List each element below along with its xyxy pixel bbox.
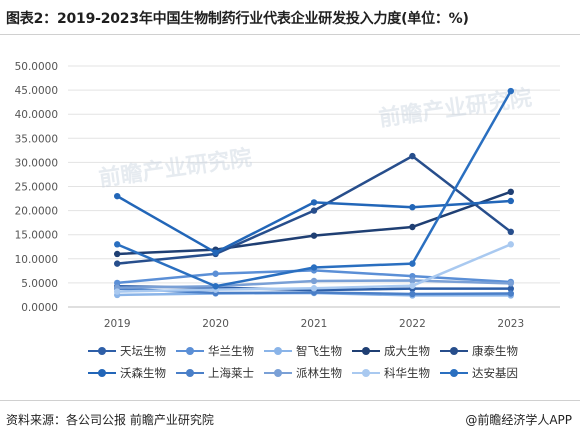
y-tick-label: 50.0000	[15, 61, 58, 73]
legend-swatch	[352, 369, 380, 377]
legend-row: 沃森生物 上海莱士 派林生物 科华生物 达安基因	[88, 362, 568, 384]
legend-swatch	[176, 347, 204, 355]
data-point	[114, 260, 121, 267]
y-tick-label: 45.0000	[15, 85, 58, 97]
legend-swatch	[88, 369, 116, 377]
series-layer	[114, 87, 514, 299]
data-point	[310, 232, 318, 239]
legend-item: 达安基因	[440, 365, 518, 381]
data-point	[507, 197, 514, 205]
x-tick-label: 2020	[202, 318, 229, 330]
x-tick-label: 2023	[497, 318, 524, 330]
legend-item: 科华生物	[352, 365, 430, 381]
legend-item: 康泰生物	[440, 343, 518, 359]
legend-label: 科华生物	[384, 366, 430, 380]
y-tick-label: 10.0000	[15, 254, 58, 266]
data-point	[114, 192, 121, 200]
legend-label: 上海莱士	[208, 366, 254, 380]
data-point	[114, 279, 121, 287]
data-point	[507, 290, 514, 297]
legend-item: 天坛生物	[88, 343, 166, 359]
data-point	[507, 87, 514, 95]
legend-label: 达安基因	[472, 366, 518, 380]
data-point	[212, 270, 219, 277]
data-point	[212, 283, 219, 290]
legend-item: 智飞生物	[264, 343, 342, 359]
data-point	[310, 277, 318, 285]
legend-item: 华兰生物	[176, 343, 254, 359]
footer-divider	[0, 400, 580, 401]
x-tick-label: 2019	[104, 318, 131, 330]
data-point	[507, 280, 514, 287]
data-point	[409, 282, 416, 289]
y-tick-label: 35.0000	[15, 133, 58, 145]
y-tick-label: 25.0000	[15, 182, 58, 194]
data-point	[507, 241, 514, 248]
data-point	[507, 228, 514, 236]
brand-credit: @前瞻经济学人APP	[465, 413, 572, 427]
y-tick-label: 30.0000	[15, 157, 58, 169]
legend-item: 沃森生物	[88, 365, 166, 381]
legend-label: 华兰生物	[208, 344, 254, 358]
legend-item: 成大生物	[352, 343, 430, 359]
source-note: 资料来源：各公司公报 前瞻产业研究院	[6, 413, 214, 427]
data-point	[310, 207, 318, 214]
y-tick-label: 40.0000	[15, 109, 58, 121]
legend-swatch	[440, 347, 468, 355]
legend-swatch	[352, 347, 380, 355]
legend-swatch	[440, 369, 468, 377]
data-point	[409, 260, 416, 267]
data-point	[310, 264, 318, 271]
data-point	[310, 199, 318, 206]
y-tick-label: 0.0000	[21, 302, 58, 314]
x-tick-label: 2021	[301, 318, 328, 330]
legend-swatch	[176, 369, 204, 377]
data-point	[409, 152, 416, 160]
legend-swatch	[264, 369, 292, 377]
data-point	[507, 188, 514, 196]
watermark: 前瞻产业研究院	[97, 145, 253, 192]
legend-label: 智飞生物	[296, 344, 342, 358]
chart-title: 图表2：2019-2023年中国生物制药行业代表企业研发投入力度(单位：%)	[6, 11, 469, 27]
data-point	[212, 249, 219, 256]
legend-item: 派林生物	[264, 365, 342, 381]
data-point	[114, 250, 121, 258]
line-chart: 前瞻产业研究院 前瞻产业研究院 0.00005.000010.000015.00…	[15, 61, 560, 330]
legend-label: 沃森生物	[120, 366, 166, 380]
data-point	[114, 288, 121, 295]
data-point	[409, 277, 416, 284]
legend-label: 派林生物	[296, 366, 342, 380]
data-point	[409, 223, 416, 231]
axis-layer: 0.0000 5.0000 10.0000 15.0000 20.0000 25.0000…	[15, 61, 560, 330]
data-point	[310, 285, 318, 292]
x-tick-label: 2022	[399, 318, 426, 330]
legend-label: 康泰生物	[472, 344, 518, 358]
y-tick-label: 20.0000	[15, 206, 58, 218]
title-divider	[0, 34, 580, 35]
legend-swatch	[264, 347, 292, 355]
data-point	[409, 290, 416, 298]
data-point	[507, 285, 514, 292]
y-tick-label: 5.0000	[21, 278, 58, 290]
data-point	[409, 204, 416, 211]
chart-legend: 天坛生物 华兰生物 智飞生物 成大生物 康泰生物 沃森生物 上海莱士 派林生物 科华生物 达安基…	[88, 340, 568, 384]
legend-swatch	[88, 347, 116, 355]
legend-row: 天坛生物 华兰生物 智飞生物 成大生物 康泰生物	[88, 340, 568, 362]
data-point	[114, 241, 121, 248]
y-tick-label: 15.0000	[15, 230, 58, 242]
legend-label: 成大生物	[384, 344, 430, 358]
legend-label: 天坛生物	[120, 344, 166, 358]
legend-item: 上海莱士	[176, 365, 254, 381]
